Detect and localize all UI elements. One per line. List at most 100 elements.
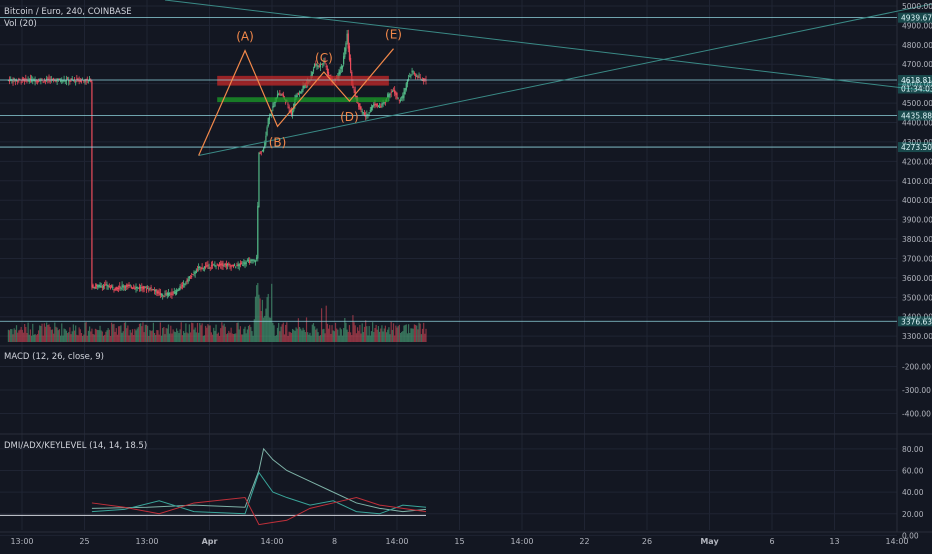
volume-bar [160, 335, 163, 342]
candle-body [180, 286, 182, 288]
volume-bar [237, 322, 239, 342]
candle-body [264, 142, 266, 149]
volume-bar [92, 333, 94, 342]
volume-bar [311, 324, 313, 342]
volume-bar [376, 329, 378, 342]
candle-body [118, 287, 120, 290]
candle-body [115, 286, 117, 290]
candle-body [325, 65, 327, 68]
volume-bar [60, 335, 62, 342]
volume-bar [419, 323, 421, 342]
candle-body [68, 79, 70, 82]
candle-body [172, 294, 174, 296]
candle-body [102, 285, 105, 288]
volume-bar [258, 294, 260, 342]
candle-body [294, 99, 296, 106]
dmi-series-plusDI [91, 471, 427, 515]
candle-body [251, 259, 253, 261]
volume-bar [122, 331, 124, 342]
volume-bar [329, 325, 331, 342]
volume-bar [151, 330, 153, 342]
volume-bar [363, 326, 366, 342]
candle-body [128, 284, 130, 286]
volume-bar [362, 332, 364, 342]
volume-bar [210, 332, 212, 342]
candle-body [288, 106, 290, 109]
price-label: 3376.63 [901, 317, 932, 326]
candle-body [229, 264, 231, 266]
price-label-box [898, 12, 932, 23]
candle-body [12, 81, 14, 83]
volume-bar [114, 331, 116, 342]
volume-bar [47, 324, 49, 342]
volume-bar [307, 332, 309, 342]
volume-bar [66, 333, 69, 342]
volume-bar [10, 329, 12, 342]
volume-bar [180, 322, 182, 342]
volume-bar [28, 334, 30, 342]
volume-bar [77, 335, 79, 342]
volume-bar [249, 324, 251, 342]
volume-bar [73, 330, 76, 342]
candle-body [80, 80, 83, 82]
volume-bar [244, 326, 246, 342]
candle-body [265, 135, 267, 144]
candle-body [152, 289, 154, 291]
volume-bar [230, 327, 232, 342]
candle-body [235, 267, 237, 269]
volume-bar [152, 322, 154, 342]
volume-bar [360, 333, 362, 342]
volume-bar [178, 333, 180, 342]
candle-body [239, 263, 241, 265]
volume-bar [276, 327, 279, 342]
volume-bar [32, 323, 34, 342]
volume-bar [200, 325, 202, 342]
volume-bar [185, 323, 187, 342]
volume-bar [198, 332, 200, 342]
candle-body [98, 284, 100, 287]
candle-body [343, 56, 345, 65]
volume-bar [108, 329, 110, 342]
candle-body [169, 293, 171, 295]
candle-body [403, 91, 405, 98]
candle-body [66, 78, 69, 80]
candle-body [292, 111, 294, 116]
volume-bar [223, 323, 225, 342]
candle-body [195, 269, 197, 274]
x-tick-label: 6 [769, 537, 774, 546]
candle-body [188, 276, 190, 279]
candle-body [247, 259, 250, 261]
candle-body [257, 205, 259, 259]
volume-bar [148, 335, 150, 342]
support-zone [217, 97, 389, 103]
candle-body [147, 288, 149, 290]
candle-body [240, 263, 243, 265]
volume-bar [163, 327, 165, 342]
volume-bar [27, 322, 29, 342]
candle-body [234, 264, 236, 266]
volume-bar [382, 331, 384, 342]
candle-body [326, 68, 328, 74]
volume-bar [225, 334, 228, 342]
macd-tick-label: -200.00 [902, 362, 931, 371]
volume-bar [355, 333, 357, 342]
candle-body [177, 289, 179, 291]
x-tick-label: 14:00 [385, 537, 408, 546]
volume-bar [136, 328, 138, 342]
volume-bar [115, 328, 117, 342]
volume-bar [17, 332, 19, 342]
volume-bar [352, 315, 354, 342]
volume-bar [417, 329, 419, 342]
volume-bar [179, 329, 181, 342]
price-tick-label: 3900.00 [902, 216, 932, 225]
candle-body [367, 114, 369, 116]
candle-body [166, 292, 168, 296]
candle-body [215, 265, 217, 267]
volume-bar [275, 335, 277, 342]
candle-body [90, 79, 92, 82]
candle-body [185, 282, 187, 284]
candle-body [230, 265, 232, 268]
volume-bar [397, 326, 399, 342]
price-tick-label: 4800.00 [902, 41, 932, 50]
